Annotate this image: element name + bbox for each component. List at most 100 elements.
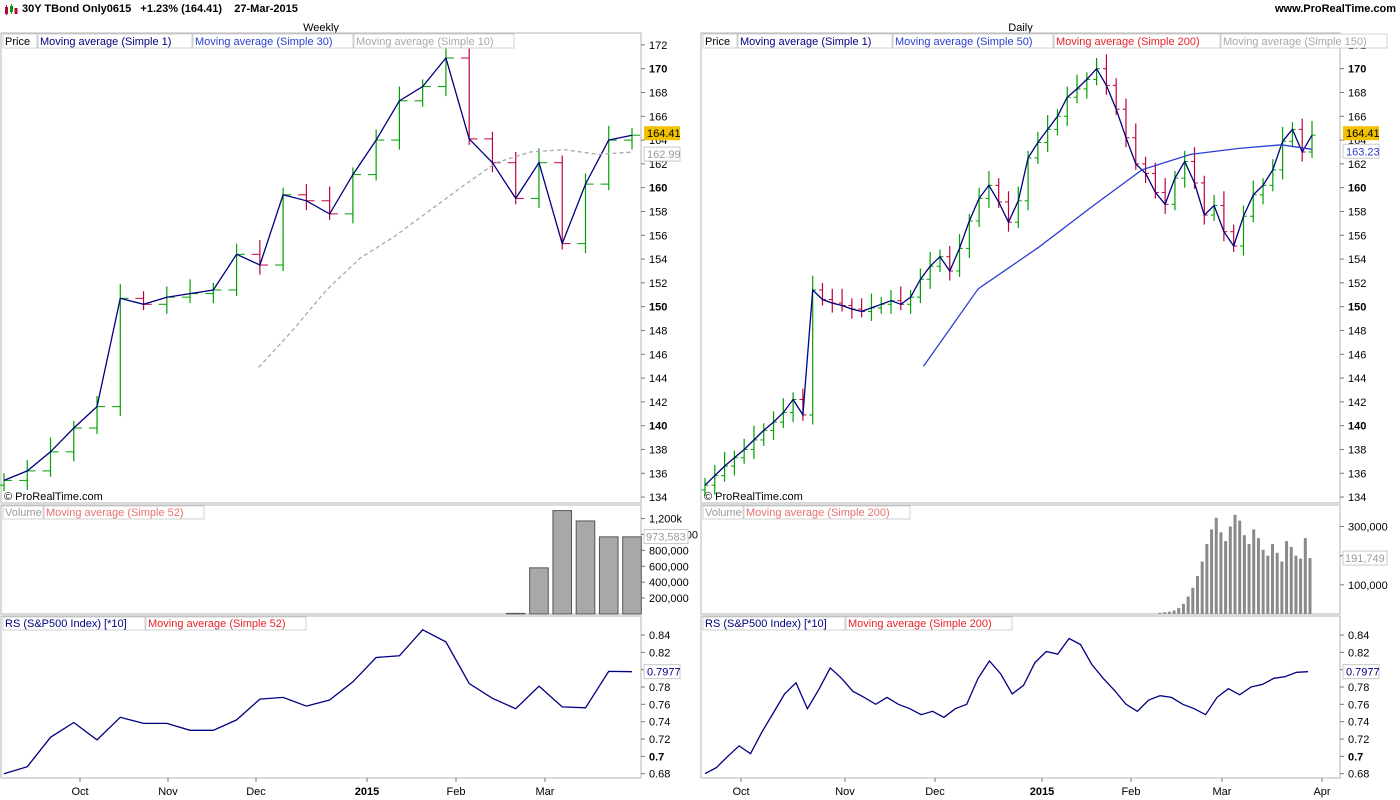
legend-item: Moving average (Simple 150): [1223, 36, 1367, 48]
volume-legend-box: [702, 505, 744, 520]
price-tick-label: 148: [1348, 325, 1366, 337]
volume-tick-label: 600,000: [649, 561, 689, 573]
price-tick-label: 152: [1348, 278, 1366, 290]
rs-line: [704, 637, 1309, 775]
volume-value-badge: [643, 529, 689, 545]
header-bar: 30Y TBond Only0615 +1.23% (164.41) 27-Ma…: [0, 0, 1400, 20]
legend-box: [892, 33, 1054, 49]
rs-legend-box: [2, 616, 146, 631]
volume-legend-item: Volume: [705, 507, 742, 519]
volume-bar: [1181, 603, 1185, 614]
volume-bar: [1308, 558, 1312, 614]
site-link[interactable]: www.ProRealTime.com: [1274, 3, 1396, 15]
volume-bar: [1191, 587, 1195, 614]
legend-item: Moving average (Simple 10): [356, 36, 494, 48]
volume-bar: [1261, 549, 1265, 614]
rs-tick-label: 0.82: [649, 647, 670, 659]
volume-tick-label: 1,200k: [649, 514, 683, 526]
price-frame: [0, 32, 642, 504]
legend-box: [702, 33, 738, 49]
price-tick-label: 156: [649, 230, 667, 242]
instrument-name: 30Y TBond Only0615: [22, 3, 132, 15]
volume-legend-box: [2, 505, 44, 520]
ma-value-badge: [643, 146, 681, 162]
volume-bar: [505, 612, 526, 615]
volume-bar: [575, 520, 596, 615]
price-change: +1.23% (164.41): [140, 3, 223, 15]
price-tick-label: 166: [1348, 111, 1366, 123]
ma-simple-1-line: [3, 56, 633, 482]
volume-legend-item: Volume: [5, 507, 42, 519]
rs-tick-label: 0.78: [649, 682, 670, 694]
x-tick-label: Nov: [158, 786, 178, 798]
price-tick-label: 158: [1348, 206, 1366, 218]
panel-daily: Daily 134 136 138 140 142 144 146 148 150 152 154 15…: [700, 22, 1388, 798]
x-tick-label: Oct: [732, 786, 749, 798]
x-tick-label: Mar: [536, 786, 555, 798]
volume-tick-label: 300,000: [1348, 522, 1388, 534]
price-tick-label: 170: [1348, 64, 1366, 76]
x-tick-label: Dec: [246, 786, 266, 798]
price-tick-label: 152: [649, 278, 667, 290]
volume-bar: [1275, 552, 1279, 614]
volume-frame: [700, 504, 1341, 615]
volume-bar: [1289, 546, 1293, 614]
x-tick-label: Dec: [925, 786, 945, 798]
x-tick-label: Oct: [71, 786, 88, 798]
price-tick-label: 162: [649, 159, 667, 171]
price-tick-label: 172: [649, 40, 667, 52]
volume-bar: [1299, 558, 1303, 614]
price-tick-label: 162: [1348, 159, 1366, 171]
watermark: © ProRealTime.com: [4, 491, 103, 503]
rs-tick-label: 0.72: [1348, 734, 1369, 746]
volume-bar: [1247, 544, 1251, 614]
rs-tick-label: 0.68: [649, 769, 670, 781]
volume-legend-item: Moving average (Simple 52): [46, 507, 184, 519]
price-tick-label: 136: [649, 468, 667, 480]
rs-value-label: 0.7977: [647, 667, 681, 679]
price-tick-label: 134: [1348, 492, 1366, 504]
legend-box: [353, 33, 515, 49]
rs-frame: [700, 615, 1341, 779]
rs-tick-label: 0.78: [1348, 682, 1369, 694]
instrument-title: 30Y TBond Only0615 +1.23% (164.41) 27-Ma…: [22, 3, 298, 15]
rs-tick-label: 0.74: [1348, 717, 1369, 729]
price-tick-label: 156: [1348, 230, 1366, 242]
volume-bar: [1294, 555, 1298, 614]
ma-simple-30-line: [258, 148, 633, 368]
volume-bar: [1233, 514, 1237, 614]
price-tick-label: 158: [649, 206, 667, 218]
rs-tick-label: 0.82: [1348, 647, 1369, 659]
ma-value-badge: [1342, 143, 1380, 159]
rs-legend-item: Moving average (Simple 200): [848, 618, 992, 630]
legend-box: [37, 33, 193, 49]
price-tick-label: 140: [1348, 421, 1366, 433]
price-tick-label: 136: [1348, 468, 1366, 480]
price-tick-label: 140: [649, 421, 667, 433]
price-tick-label: 142: [649, 397, 667, 409]
legend-item: Price: [705, 36, 730, 48]
volume-bar: [1303, 538, 1307, 614]
rs-value-label: 0.7977: [1346, 667, 1380, 679]
legend-box: [1220, 33, 1388, 49]
volume-value-label: 191,749: [1345, 553, 1385, 565]
price-tick-label: 142: [1348, 397, 1366, 409]
rs-legend-item: RS (S&P500 Index) [*10]: [5, 618, 127, 630]
rs-value-badge: [1342, 664, 1380, 680]
x-tick-label: 2015: [1030, 786, 1054, 798]
volume-bar: [1163, 612, 1167, 614]
volume-bar: [529, 567, 549, 615]
volume-bar: [1172, 610, 1176, 614]
ma-simple-50-line: [922, 144, 1313, 367]
volume-bar: [1256, 538, 1260, 614]
volume-bar: [1200, 561, 1204, 614]
x-tick-label: 2015: [355, 786, 379, 798]
price-tick-label: 144: [649, 373, 667, 385]
price-frame: [700, 32, 1341, 504]
volume-bar: [1158, 612, 1162, 614]
price-tick-label: 154: [1348, 254, 1366, 266]
volume-bar: [1177, 608, 1181, 614]
rs-legend-box: [145, 616, 307, 631]
rs-legend-box: [702, 616, 846, 631]
